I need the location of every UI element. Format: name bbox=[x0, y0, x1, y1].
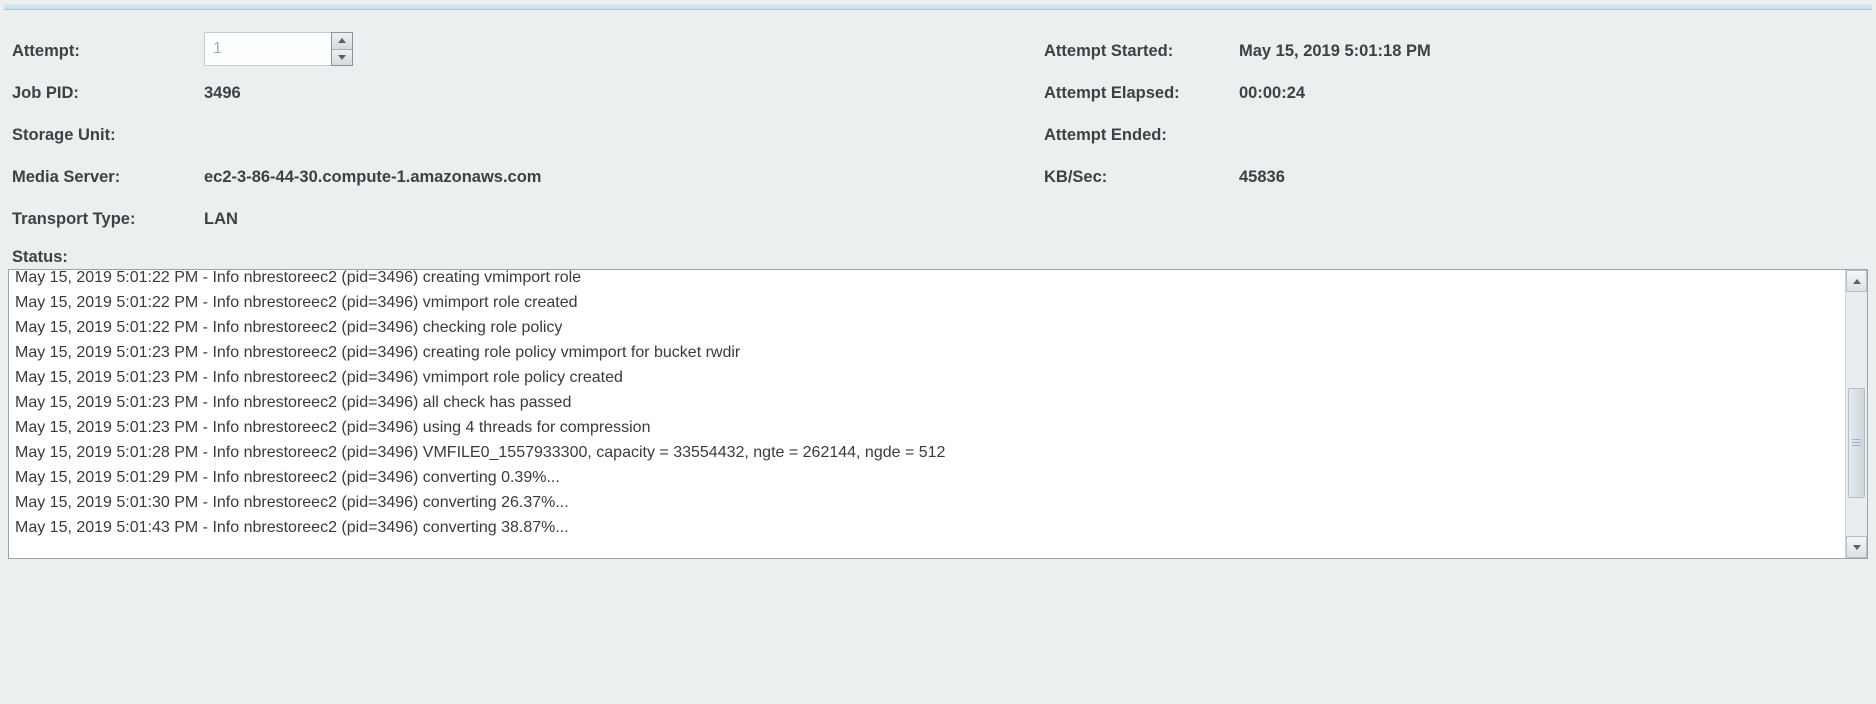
attempt-down-button[interactable] bbox=[332, 50, 352, 66]
label-media-server: Media Server: bbox=[12, 156, 204, 198]
status-log-line: May 15, 2019 5:01:22 PM - Info nbrestore… bbox=[15, 270, 1839, 290]
label-storage-unit: Storage Unit: bbox=[12, 114, 204, 156]
value-transport-type: LAN bbox=[204, 198, 1044, 240]
scroll-up-button[interactable] bbox=[1846, 270, 1867, 292]
value-storage-unit bbox=[204, 114, 1044, 156]
status-log-content[interactable]: May 15, 2019 5:01:22 PM - Info nbrestore… bbox=[9, 270, 1845, 558]
value-media-server: ec2-3-86-44-30.compute-1.amazonaws.com bbox=[204, 156, 1044, 198]
status-log-line: May 15, 2019 5:01:23 PM - Info nbrestore… bbox=[15, 415, 1839, 440]
label-attempt: Attempt: bbox=[12, 30, 204, 72]
status-log-line: May 15, 2019 5:01:29 PM - Info nbrestore… bbox=[15, 465, 1839, 490]
label-kb-sec: KB/Sec: bbox=[1044, 156, 1239, 198]
job-info-panel: Attempt: Job PID: Storage Unit: Media Se… bbox=[4, 10, 1872, 248]
status-log-line: May 15, 2019 5:01:23 PM - Info nbrestore… bbox=[15, 365, 1839, 390]
status-log-line: May 15, 2019 5:01:28 PM - Info nbrestore… bbox=[15, 440, 1839, 465]
status-log-line: May 15, 2019 5:01:30 PM - Info nbrestore… bbox=[15, 490, 1839, 515]
scrollbar[interactable] bbox=[1845, 270, 1867, 558]
label-status: Status: bbox=[4, 248, 1872, 269]
label-attempt-elapsed: Attempt Elapsed: bbox=[1044, 72, 1239, 114]
scroll-track[interactable] bbox=[1846, 292, 1867, 536]
value-attempt-elapsed: 00:00:24 bbox=[1239, 72, 1431, 114]
scroll-down-button[interactable] bbox=[1846, 536, 1867, 558]
status-log-box: May 15, 2019 5:01:22 PM - Info nbrestore… bbox=[8, 269, 1868, 559]
status-log-line: May 15, 2019 5:01:23 PM - Info nbrestore… bbox=[15, 390, 1839, 415]
value-attempt-ended bbox=[1239, 114, 1431, 156]
label-job-pid: Job PID: bbox=[12, 72, 204, 114]
status-log-line: May 15, 2019 5:01:43 PM - Info nbrestore… bbox=[15, 515, 1839, 540]
label-attempt-ended: Attempt Ended: bbox=[1044, 114, 1239, 156]
value-job-pid: 3496 bbox=[204, 72, 1044, 114]
attempt-spinner[interactable] bbox=[204, 32, 353, 66]
attempt-up-button[interactable] bbox=[332, 33, 352, 50]
chevron-down-icon bbox=[1853, 545, 1861, 550]
label-attempt-started: Attempt Started: bbox=[1044, 30, 1239, 72]
value-attempt-started: May 15, 2019 5:01:18 PM bbox=[1239, 30, 1431, 72]
status-log-line: May 15, 2019 5:01:22 PM - Info nbrestore… bbox=[15, 315, 1839, 340]
status-log-line: May 15, 2019 5:01:22 PM - Info nbrestore… bbox=[15, 290, 1839, 315]
chevron-up-icon bbox=[1853, 279, 1861, 284]
value-kb-sec: 45836 bbox=[1239, 156, 1431, 198]
chevron-up-icon bbox=[338, 38, 346, 43]
label-transport-type: Transport Type: bbox=[12, 198, 204, 240]
scroll-thumb[interactable] bbox=[1848, 388, 1865, 498]
chevron-down-icon bbox=[338, 55, 346, 60]
attempt-input[interactable] bbox=[204, 32, 332, 66]
status-log-line: May 15, 2019 5:01:23 PM - Info nbrestore… bbox=[15, 340, 1839, 365]
